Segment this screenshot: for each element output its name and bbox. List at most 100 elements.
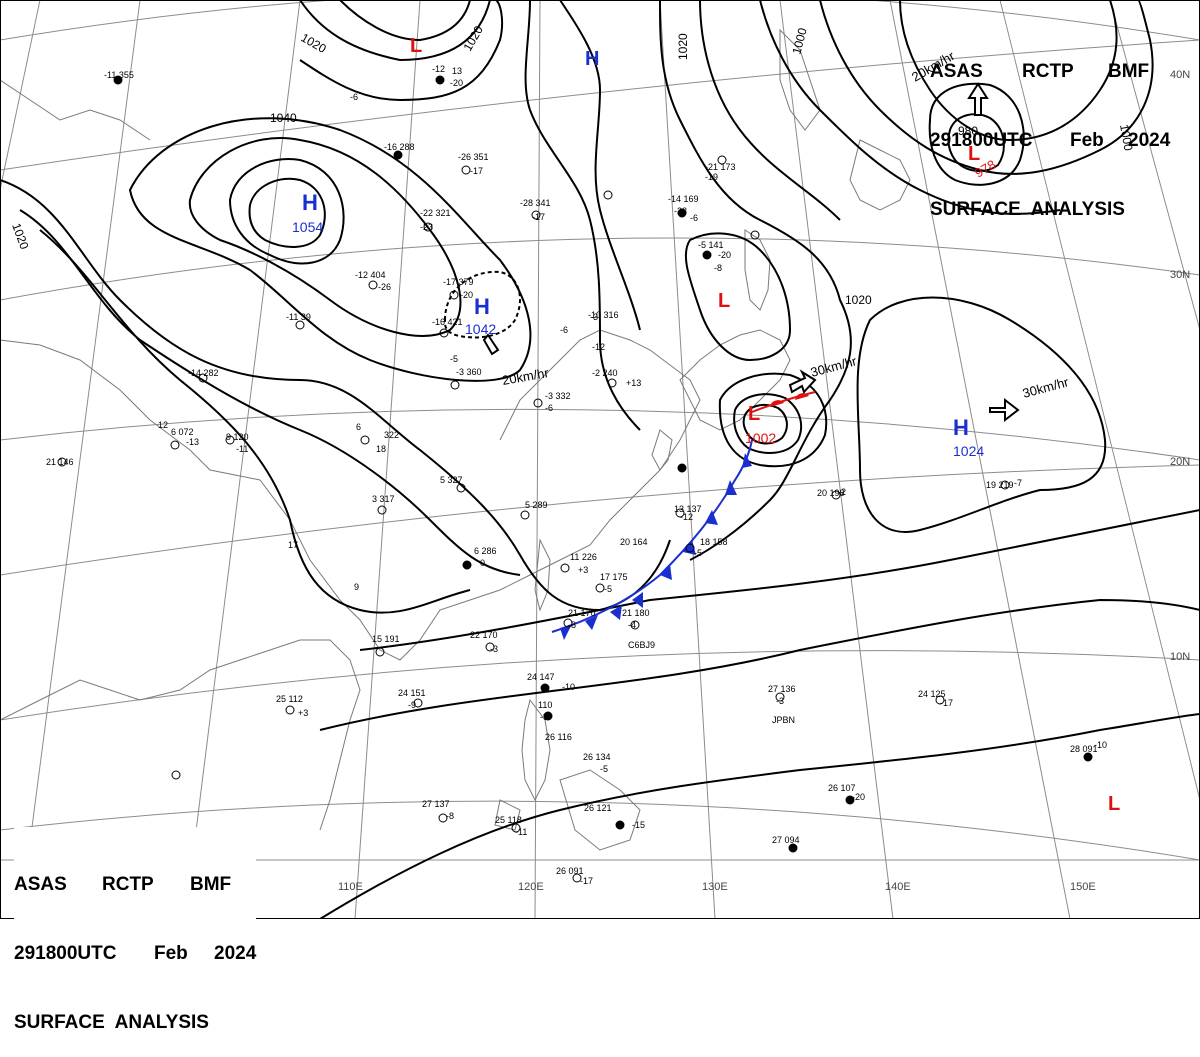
header-product: ASAS bbox=[930, 61, 983, 82]
station-obs-text: -4 bbox=[628, 620, 636, 630]
station-obs-text: 21 146 bbox=[46, 457, 74, 467]
station-obs-text: 18 bbox=[376, 444, 386, 454]
station-obs-text: 5 327 bbox=[440, 475, 463, 485]
station-obs-text: -12 bbox=[592, 342, 605, 352]
station-obs-text: -23 bbox=[674, 206, 687, 216]
low-marker: L bbox=[748, 403, 760, 425]
station-obs-text: 5 289 bbox=[525, 500, 548, 510]
header-top: ASAS RCTP BMF 291800UTC Feb 2024 SURFACE ANA… bbox=[930, 14, 1170, 244]
station-obs-text: 17 175 bbox=[600, 572, 628, 582]
station-obs-text: 110 bbox=[538, 700, 552, 710]
longitude-label: 130E bbox=[702, 881, 728, 893]
station-obs-text: -11 39 bbox=[286, 312, 311, 322]
station-obs-text: -20 bbox=[460, 290, 473, 300]
station-obs-text: 6 072 bbox=[171, 427, 194, 437]
station-obs-text: 24 125 bbox=[918, 689, 946, 699]
header-station: RCTP bbox=[1022, 61, 1074, 82]
station-obs-text: 20 164 bbox=[620, 537, 648, 547]
dashed-contour bbox=[443, 270, 521, 339]
station-obs-text: -8 bbox=[446, 811, 454, 821]
station-obs-text: 24 151 bbox=[398, 688, 426, 698]
header-issuer: BMF bbox=[190, 874, 232, 895]
station-obs-text: -13 bbox=[186, 437, 199, 447]
high-marker: H bbox=[585, 48, 599, 70]
station-obs-text: -9 bbox=[540, 712, 548, 722]
station-obs-text: -11 355 bbox=[104, 70, 134, 80]
parallel-grid bbox=[0, 0, 1200, 861]
high-value: 1042 bbox=[465, 321, 496, 337]
header-station: RCTP bbox=[102, 874, 154, 895]
station-obs-text: -10 bbox=[1094, 740, 1107, 750]
latitude-label: 10N bbox=[1170, 651, 1190, 663]
station-obs-text: -26 351 bbox=[458, 152, 489, 162]
station-obs-text: 18 158 bbox=[700, 537, 728, 547]
station-obs-text: 15 191 bbox=[372, 634, 400, 644]
station-obs-text: 17 bbox=[288, 540, 298, 550]
station-obs-text: 24 147 bbox=[527, 672, 555, 682]
station-obs-text: 322 bbox=[384, 430, 399, 440]
station-obs-text: -3 332 bbox=[545, 391, 571, 401]
station-obs-text: +3 bbox=[298, 708, 308, 718]
station-obs-text: 12 bbox=[158, 420, 168, 430]
station-obs-text: -20 bbox=[718, 250, 731, 260]
high-marker: H bbox=[953, 415, 969, 440]
station-obs-text: +13 bbox=[626, 378, 641, 388]
station-obs-text: -19 bbox=[705, 172, 718, 182]
station-obs-text: 26 116 bbox=[545, 732, 572, 742]
station-obs-text: 28 091 bbox=[1070, 744, 1098, 754]
station-obs-text: -2 bbox=[838, 487, 846, 497]
station-obs-text: -6 bbox=[560, 325, 568, 335]
header-time: 291800UTC bbox=[930, 130, 1033, 151]
station-obs-text: -8 bbox=[714, 263, 722, 273]
high-marker: H bbox=[474, 294, 490, 319]
high-marker: H bbox=[302, 190, 318, 215]
station-obs-text: -11 bbox=[236, 444, 248, 454]
station-obs-text: -3 bbox=[490, 644, 498, 654]
station-obs-text: -20 bbox=[852, 792, 865, 802]
isobar-label: 1040 bbox=[270, 111, 297, 125]
isobar-label: 1000 bbox=[789, 26, 810, 56]
station-obs-text: -14 282 bbox=[188, 368, 219, 378]
station-obs-text: -3 bbox=[590, 312, 598, 322]
station-obs-text: 26 107 bbox=[828, 783, 856, 793]
high-value: 1054 bbox=[292, 219, 323, 235]
header-month: Feb bbox=[1070, 130, 1104, 151]
station-obs-text: 20 198 bbox=[817, 488, 845, 498]
station-observations: -11 355-6-12 13-20-16 288-26 351-17-28 34… bbox=[46, 64, 1107, 886]
station-obs-text: 21 170 bbox=[568, 608, 596, 618]
station-obs-text: -8 bbox=[568, 620, 576, 630]
station-obs-text: -3 360 bbox=[456, 367, 482, 377]
station-id: C6BJ9 bbox=[628, 640, 655, 650]
longitude-label: 110E bbox=[338, 881, 363, 893]
header-product: ASAS bbox=[14, 874, 67, 895]
station-obs-text: -12 bbox=[432, 64, 445, 74]
warm-front bbox=[751, 391, 816, 413]
station-obs-text: -12 404 bbox=[355, 270, 386, 280]
cold-front bbox=[551, 439, 753, 640]
station-obs-text: 13 137 bbox=[674, 504, 702, 514]
station-obs-text: -5 141 bbox=[698, 240, 724, 250]
station-obs-text: -17 379 bbox=[443, 277, 474, 287]
station-obs-text: 25 112 bbox=[276, 694, 303, 704]
low-marker: L bbox=[1108, 793, 1120, 815]
station-obs-text: 0 bbox=[480, 558, 485, 568]
station-obs-text: 19 219 bbox=[986, 480, 1014, 490]
station-obs-text: 26 121 bbox=[584, 803, 612, 813]
station-obs-text: -5 bbox=[604, 584, 612, 594]
low-value: 1002 bbox=[745, 430, 776, 446]
station-obs-text: 9 bbox=[354, 582, 359, 592]
header-issuer: BMF bbox=[1108, 61, 1150, 82]
station-obs-text: -6 bbox=[350, 92, 358, 102]
station-obs-text: -21 173 bbox=[705, 162, 736, 172]
station-obs-text: -16 421 bbox=[432, 317, 463, 327]
isobar-label: 980 bbox=[958, 124, 978, 138]
station-obs-text: +3 bbox=[578, 565, 588, 575]
station-obs-text: -17 bbox=[470, 166, 483, 176]
station-obs-text: -9 bbox=[408, 700, 416, 710]
station-obs-text: -22 321 bbox=[420, 208, 451, 218]
station-obs-text: 9 120 bbox=[226, 432, 249, 442]
weather-map: 1020 1020 1020 1040 1020 1000 1000 980 1… bbox=[0, 0, 1200, 919]
latitude-label: 30N bbox=[1170, 269, 1190, 281]
station-obs-text: 26 134 bbox=[583, 752, 611, 762]
header-year: 2024 bbox=[214, 943, 257, 964]
